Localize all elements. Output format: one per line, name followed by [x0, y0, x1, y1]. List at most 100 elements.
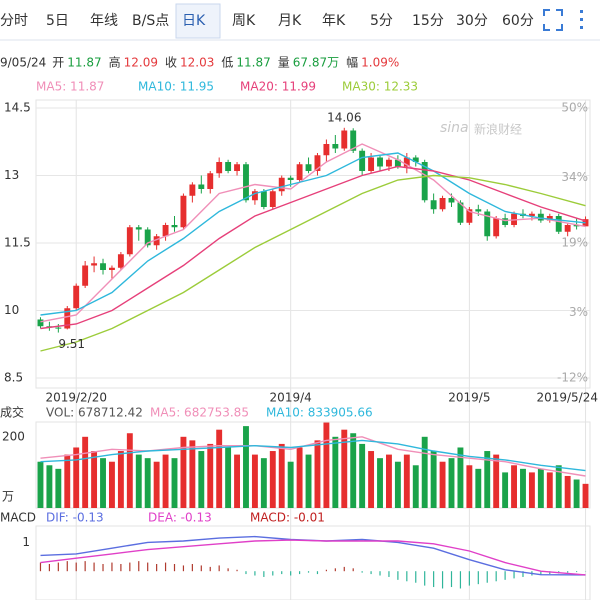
volume-bar — [278, 443, 285, 508]
tab-label: 5分 — [370, 13, 393, 29]
line — [40, 539, 586, 576]
candle-body — [234, 164, 240, 171]
legend-entry: MA10: 833905.66 — [266, 406, 373, 420]
legend-title: 成交 — [0, 405, 24, 420]
volume-bar — [64, 454, 71, 508]
candle-body — [421, 162, 428, 201]
volume-bar — [251, 454, 258, 508]
volume-bar — [537, 468, 544, 508]
tab[interactable]: 5分 — [370, 13, 393, 29]
tab-label: 5日 — [46, 13, 69, 29]
tab[interactable]: 年K — [322, 13, 346, 29]
menu-icon[interactable] — [580, 10, 583, 29]
volume-bar — [117, 451, 124, 508]
candle-body — [573, 225, 580, 227]
volume-bar — [109, 461, 115, 508]
tab[interactable]: 年线 — [90, 13, 118, 29]
candle-body — [448, 198, 455, 203]
volume-bar — [350, 433, 357, 508]
legend-title: MACD — [0, 511, 36, 525]
volume-bar — [493, 454, 500, 508]
volume-bar — [341, 429, 348, 508]
candle-body — [171, 225, 178, 228]
y-tick-label: 200 — [2, 429, 25, 443]
volume-bar — [73, 447, 80, 508]
tab-label: 周K — [232, 13, 256, 29]
candle-body — [386, 159, 392, 167]
candle-body — [37, 319, 44, 327]
volume-bar — [171, 458, 178, 508]
volume-bar — [162, 454, 169, 508]
y-tick-label: 14.5 — [4, 101, 31, 115]
candle-body — [394, 159, 401, 167]
legend-entry: MA30: 12.33 — [342, 80, 418, 94]
legend-entry: MACD: -0.01 — [250, 511, 325, 525]
legend-entry: DIF: -0.13 — [46, 511, 104, 525]
line — [40, 436, 586, 477]
tab[interactable]: 月K — [278, 13, 302, 29]
candle-body — [269, 191, 276, 207]
info-value: 12.09 — [124, 56, 158, 70]
info-date: 9/05/24 — [0, 56, 46, 70]
candle-body — [412, 157, 419, 162]
y-tick-label: 11.5 — [4, 236, 31, 250]
watermark-logo: sina — [440, 120, 469, 136]
tab-label: 分时 — [0, 13, 28, 29]
candle-body — [251, 191, 258, 201]
info-value: 11.87 — [67, 56, 101, 70]
candle-body — [278, 177, 285, 192]
candle-body — [377, 157, 383, 167]
y-tick-label: 8.5 — [4, 371, 23, 385]
unit-label: 万 — [2, 490, 14, 504]
volume-bar — [260, 458, 267, 508]
tab-label: 30分 — [456, 13, 488, 29]
candle-body — [475, 209, 482, 212]
candle-body — [100, 263, 106, 270]
info-value: 11.87 — [236, 56, 270, 70]
y2-tick-label: 50% — [561, 101, 588, 115]
volume-bar — [189, 440, 196, 508]
volume-bar — [457, 447, 464, 508]
line — [40, 143, 586, 323]
volume-bar — [207, 443, 214, 508]
tab[interactable]: 日K — [175, 3, 221, 39]
candle-body — [546, 216, 553, 221]
candle-body — [466, 209, 473, 223]
x-tick-label: 2019/5/24 — [536, 391, 598, 405]
watermark-text: 新浪财经 — [474, 122, 522, 137]
volume-bar — [243, 426, 249, 508]
candle-body — [493, 218, 500, 237]
candle-body — [287, 177, 294, 180]
y2-tick-label: 34% — [561, 170, 588, 184]
tab[interactable]: 5日 — [46, 13, 69, 29]
tab[interactable]: 周K — [232, 13, 256, 29]
tab[interactable]: 分时 — [0, 13, 28, 29]
volume-bar — [502, 472, 509, 508]
line — [40, 165, 586, 330]
volume-bar — [484, 451, 491, 508]
candle-body — [225, 162, 232, 171]
volume-bar — [448, 458, 455, 508]
candle-body — [243, 164, 249, 201]
volume-bar — [394, 461, 401, 508]
legend-entry: MA10: 11.95 — [138, 80, 214, 94]
tab[interactable]: 15分 — [412, 13, 444, 29]
volume-bar — [430, 451, 437, 508]
legend-entry: MA5: 11.87 — [36, 80, 104, 94]
legend-entry: VOL: 678712.42 — [46, 406, 143, 420]
tab[interactable]: 60分 — [502, 13, 534, 29]
panel-frame — [35, 421, 591, 509]
tab[interactable]: B/S点 — [132, 13, 169, 29]
fullscreen-glyph — [543, 9, 563, 31]
volume-bar — [332, 436, 339, 508]
fullscreen-icon[interactable] — [543, 9, 563, 31]
candle-body — [126, 227, 133, 255]
tab[interactable]: 30分 — [456, 13, 488, 29]
candle-body — [207, 173, 214, 189]
candle-body — [528, 213, 535, 216]
volume-bar — [466, 465, 473, 508]
x-tick-label: 2019/5 — [448, 391, 490, 405]
volume-bar — [234, 454, 240, 508]
line — [40, 535, 586, 576]
candle-body — [484, 211, 491, 237]
